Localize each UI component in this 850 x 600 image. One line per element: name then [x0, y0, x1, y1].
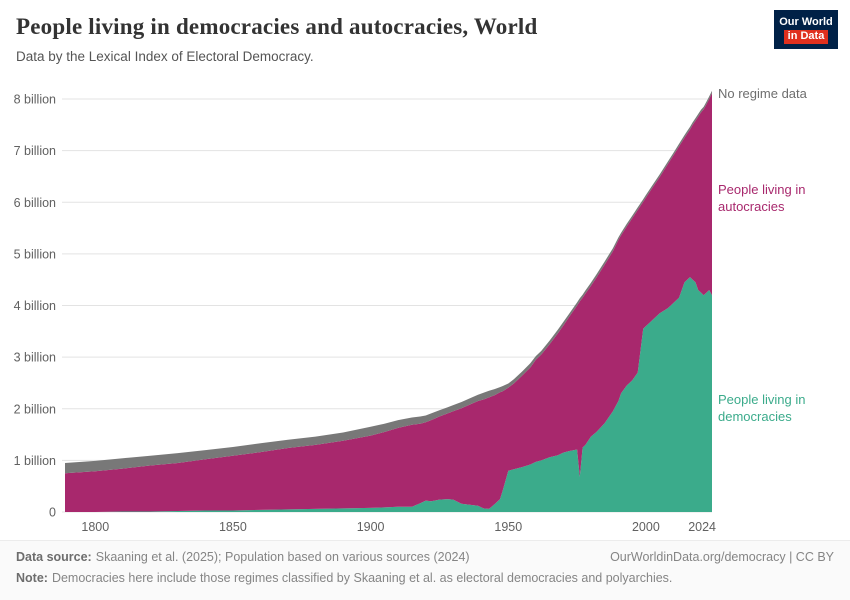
chart-note-line: Note: Democracies here include those regi…	[16, 571, 834, 585]
y-tick-label: 4 billion	[14, 299, 56, 313]
attribution-link[interactable]: OurWorldinData.org/democracy | CC BY	[610, 550, 834, 564]
x-tick-label: 1900	[357, 520, 385, 534]
owid-logo[interactable]: Our World in Data	[774, 10, 838, 50]
y-tick-label: 8 billion	[14, 93, 56, 107]
series-label-democracies[interactable]: People living in democracies	[718, 392, 806, 424]
chart-header: People living in democracies and autocra…	[16, 14, 740, 64]
chart-title: People living in democracies and autocra…	[16, 14, 538, 39]
series-label-autocracies[interactable]: People living in autocracies	[718, 182, 806, 214]
area-autocracies[interactable]	[65, 93, 712, 513]
y-tick-label: 5 billion	[14, 247, 56, 261]
series-label-no-regime-data[interactable]: No regime data	[718, 86, 807, 101]
owid-logo-line2: in Data	[783, 29, 829, 45]
data-source-text: Skaaning et al. (2025); Population based…	[95, 550, 470, 564]
chart-subtitle: Data by the Lexical Index of Electoral D…	[16, 49, 314, 64]
y-tick-label: 6 billion	[14, 196, 56, 210]
y-tick-label: 3 billion	[14, 351, 56, 365]
x-tick-label: 1950	[494, 520, 522, 534]
x-tick-label: 1800	[81, 520, 109, 534]
x-tick-label: 2000	[632, 520, 660, 534]
note-label: Note:	[16, 571, 48, 585]
chart-footer: Data source: Skaaning et al. (2025); Popu…	[0, 540, 850, 600]
area-democracies[interactable]	[65, 277, 712, 512]
note-text: Democracies here include those regimes c…	[51, 571, 673, 585]
data-source-line: Data source: Skaaning et al. (2025); Popu…	[16, 550, 470, 564]
x-tick-label: 2024	[688, 520, 716, 534]
y-tick-label: 7 billion	[14, 144, 56, 158]
x-tick-label: 1850	[219, 520, 247, 534]
owid-logo-line1: Our World	[779, 16, 833, 28]
y-tick-label: 1 billion	[14, 454, 56, 468]
chart-canvas[interactable]: 0 1 billion 2 billion 3 billion 4 billion 5 b…	[0, 0, 850, 545]
data-source-label: Data source:	[16, 550, 92, 564]
y-tick-label: 2 billion	[14, 402, 56, 416]
y-tick-label: 0	[49, 506, 56, 520]
